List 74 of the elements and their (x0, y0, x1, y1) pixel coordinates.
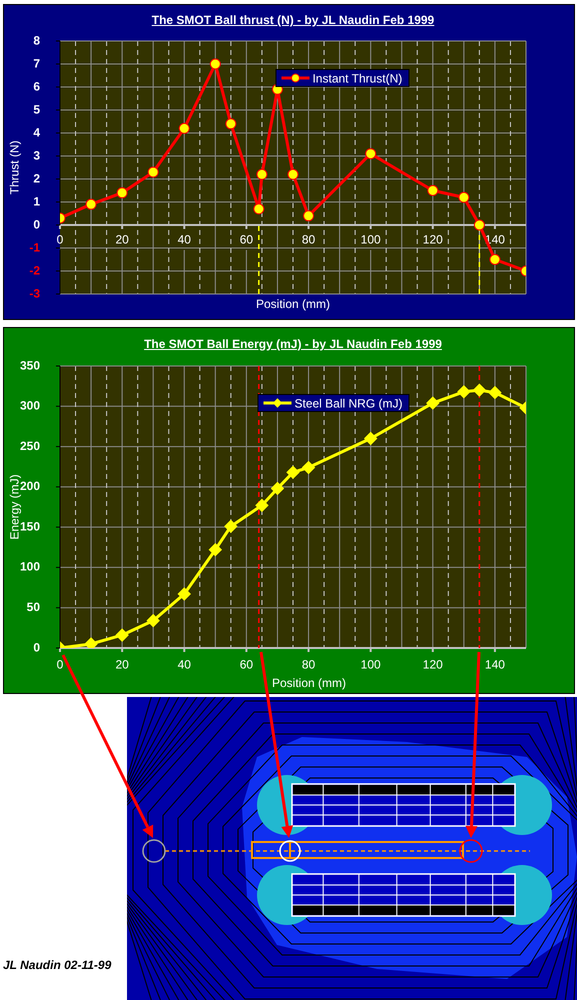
point (178, 588, 191, 601)
y-tick-label: 50 (26, 600, 40, 614)
x-tick-label: 80 (302, 658, 316, 672)
x-tick-label: 100 (360, 658, 381, 672)
y-tick-label: 150 (20, 519, 40, 534)
y-axis-title: Energy (mJ) (8, 474, 22, 540)
point (270, 482, 284, 495)
legend-label: Instant Thrust(N) (312, 71, 402, 86)
x-tick-label: 60 (240, 232, 254, 247)
point (116, 187, 128, 198)
point (210, 58, 221, 70)
x-axis-title: Position (mm) (254, 297, 331, 311)
y-tick-label: 2 (33, 171, 40, 186)
point (364, 432, 378, 446)
y-tick-label: 300 (20, 398, 40, 413)
x-tick-label: 120 (422, 658, 444, 672)
text: JL Naudin 02-11-99 (3, 958, 112, 972)
x-tick-label: 60 (240, 658, 254, 672)
point (365, 148, 376, 160)
x-tick-label: 20 (115, 658, 130, 672)
y-tick-label: 5 (33, 102, 40, 116)
point (84, 637, 98, 648)
point (474, 220, 485, 230)
x-tick-label: 80 (302, 232, 316, 247)
y-tick-label: -2 (29, 263, 40, 278)
point (146, 614, 160, 628)
x-tick-label: 0 (56, 232, 64, 247)
point (224, 520, 238, 533)
point (255, 498, 268, 512)
y-tick-label: 350 (20, 358, 40, 372)
y-tick-label: -3 (29, 286, 40, 300)
point (178, 122, 190, 134)
x-axis-title: Position (mm) (270, 676, 347, 690)
point (426, 396, 440, 410)
point (457, 385, 470, 398)
x-tick-label: 40 (178, 232, 192, 247)
x-tick-label: 40 (178, 658, 192, 672)
y-axis-title: Thrust (N) (8, 140, 22, 194)
y-tick-label: 250 (20, 438, 40, 453)
point (208, 543, 222, 556)
y-tick-label: 4 (33, 125, 40, 140)
y-tick-label: 1 (33, 194, 40, 208)
y-tick-label: 8 (33, 33, 40, 48)
point (253, 203, 264, 214)
y-tick-label: 0 (33, 217, 40, 232)
chart-title: The SMOT Ball thrust (N) - by JL Naudin Feb 1999 (150, 13, 436, 27)
x-tick-label: 0 (56, 658, 64, 672)
x-tick-label: 120 (422, 232, 444, 247)
point (288, 168, 298, 180)
point (458, 192, 470, 203)
point (225, 118, 236, 130)
point (427, 185, 438, 196)
point (489, 254, 500, 265)
x-tick-label: 140 (484, 658, 506, 672)
point (472, 384, 486, 397)
x-tick-label: 100 (360, 232, 381, 247)
y-tick-label: 100 (20, 560, 40, 574)
point (488, 386, 502, 400)
point (302, 461, 316, 474)
chart-title: The SMOT Ball Energy (mJ) - by JL Naudin Feb 1999 (143, 337, 443, 351)
point (86, 198, 97, 210)
point (303, 210, 314, 222)
y-tick-label: 200 (20, 479, 40, 494)
point (256, 168, 268, 180)
y-tick-label: 0 (33, 640, 40, 654)
y-tick-label: 7 (33, 56, 40, 70)
legend-label: Steel Ball NRG (mJ) (294, 396, 403, 410)
point (286, 466, 300, 479)
y-tick-label: 3 (33, 148, 40, 162)
point (148, 166, 159, 178)
y-tick-label: -1 (29, 240, 40, 254)
y-tick-label: 6 (33, 79, 40, 94)
point (116, 628, 129, 642)
x-tick-label: 20 (115, 232, 130, 247)
